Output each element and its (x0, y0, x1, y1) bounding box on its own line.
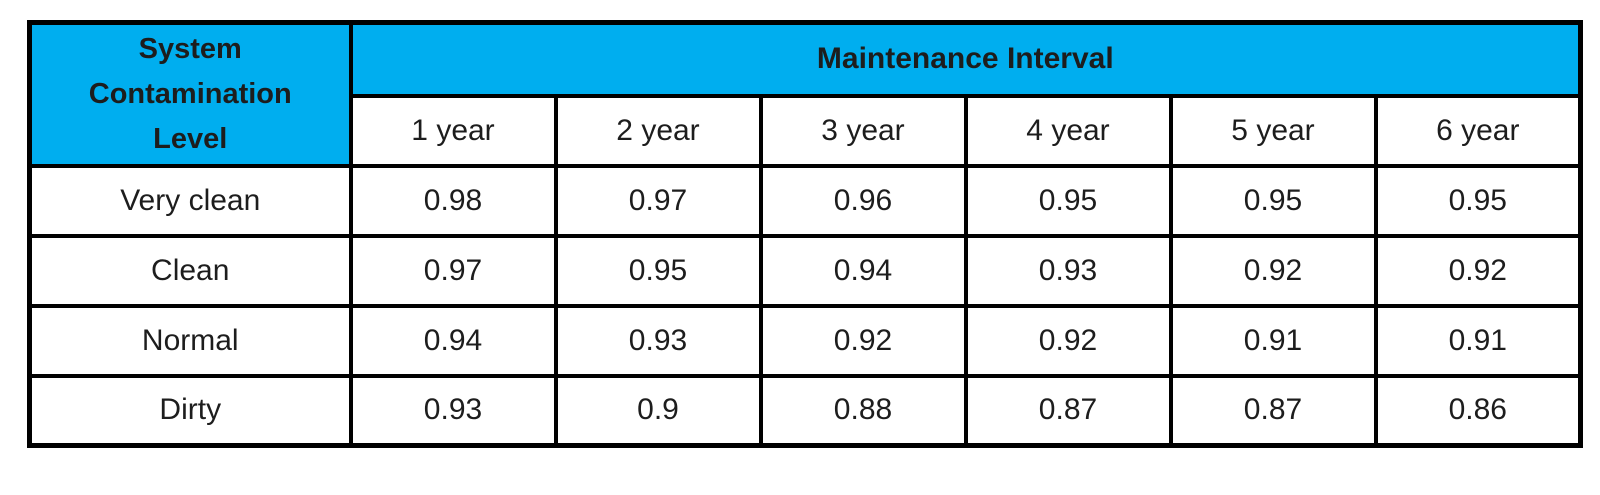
table-cell: 0.95 (553, 233, 763, 308)
table-cell: 0.91 (1168, 303, 1378, 378)
table-cell: 0.93 (553, 303, 763, 378)
table-cell: 0.95 (1168, 163, 1378, 238)
column-header-5-year: 5 year (1168, 93, 1378, 168)
table-cell: 0.97 (348, 233, 558, 308)
column-header-1-year: 1 year (348, 93, 558, 168)
table-cell: 0.94 (348, 303, 558, 378)
table-row-normal: Normal 0.94 0.93 0.92 0.92 0.91 0.91 (27, 303, 1583, 378)
row-label: Clean (27, 233, 353, 308)
table-cell: 0.92 (1373, 233, 1583, 308)
table-row-clean: Clean 0.97 0.95 0.94 0.93 0.92 0.92 (27, 233, 1583, 308)
table-cell: 0.92 (758, 303, 968, 378)
table-cell: 0.91 (1373, 303, 1583, 378)
table-cell: 0.86 (1373, 373, 1583, 448)
table-cell: 0.93 (963, 233, 1173, 308)
row-label: Normal (27, 303, 353, 378)
table-row-dirty: Dirty 0.93 0.9 0.88 0.87 0.87 0.86 (27, 373, 1583, 448)
column-header-2-year: 2 year (553, 93, 763, 168)
table-cell: 0.98 (348, 163, 558, 238)
header-row-years: 1 year 2 year 3 year 4 year 5 year 6 yea… (30, 93, 1583, 168)
maintenance-factor-table: System Contamination Level Maintenance I… (27, 20, 1584, 448)
table-cell: 0.88 (758, 373, 968, 448)
table-cell: 0.92 (963, 303, 1173, 378)
table-cell: 0.96 (758, 163, 968, 238)
column-header-4-year: 4 year (963, 93, 1173, 168)
table-cell: 0.9 (553, 373, 763, 448)
table-cell: 0.94 (758, 233, 968, 308)
column-header-3-year: 3 year (758, 93, 968, 168)
table-cell: 0.95 (963, 163, 1173, 238)
table-cell: 0.93 (348, 373, 558, 448)
table-cell: 0.87 (963, 373, 1173, 448)
row-label: Very clean (27, 163, 353, 238)
maintenance-interval-header: Maintenance Interval (348, 20, 1583, 98)
table-row-very-clean: Very clean 0.98 0.97 0.96 0.95 0.95 0.95 (27, 163, 1583, 238)
table-cell: 0.92 (1168, 233, 1378, 308)
header-row-top: System Contamination Level Maintenance I… (27, 20, 1583, 168)
table-cell: 0.87 (1168, 373, 1378, 448)
corner-header-cell: System Contamination Level (27, 20, 353, 168)
table-cell: 0.95 (1373, 163, 1583, 238)
row-label: Dirty (27, 373, 353, 448)
table-cell: 0.97 (553, 163, 763, 238)
column-header-6-year: 6 year (1373, 93, 1583, 168)
